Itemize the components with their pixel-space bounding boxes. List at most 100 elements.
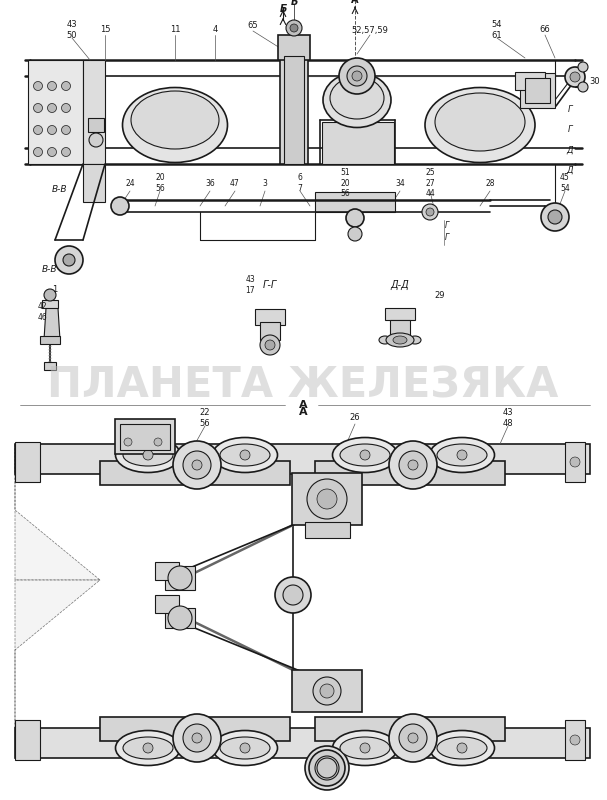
Bar: [115, 419, 175, 454]
Text: 29: 29: [435, 290, 446, 299]
Bar: [520, 73, 555, 108]
Circle shape: [305, 746, 349, 790]
Bar: [315, 717, 505, 741]
Bar: [15, 442, 40, 482]
Circle shape: [111, 197, 129, 215]
Circle shape: [457, 743, 467, 753]
Bar: [292, 670, 362, 712]
Circle shape: [347, 66, 367, 86]
Ellipse shape: [333, 438, 398, 473]
Text: Б: Б: [279, 4, 287, 14]
Bar: [44, 362, 56, 370]
Polygon shape: [15, 580, 100, 728]
Circle shape: [240, 743, 250, 753]
Ellipse shape: [220, 737, 270, 759]
Circle shape: [61, 147, 70, 157]
Bar: [315, 192, 395, 212]
Circle shape: [124, 438, 132, 446]
Circle shape: [173, 441, 221, 489]
Text: 28: 28: [485, 178, 495, 187]
Ellipse shape: [386, 333, 414, 347]
Ellipse shape: [220, 444, 270, 466]
Circle shape: [313, 677, 341, 705]
Text: Д: Д: [567, 146, 573, 154]
Text: Г-Г: Г-Г: [263, 280, 277, 290]
Bar: [515, 72, 545, 90]
Circle shape: [309, 750, 345, 786]
Text: Б: Б: [290, 0, 297, 7]
Text: 1: 1: [52, 286, 58, 294]
Text: 66: 66: [540, 26, 551, 34]
Bar: [284, 56, 304, 164]
Text: 24: 24: [125, 178, 135, 187]
Circle shape: [61, 103, 70, 113]
Circle shape: [89, 133, 103, 147]
Ellipse shape: [379, 336, 391, 344]
Circle shape: [168, 606, 192, 630]
Text: 43
17: 43 17: [245, 275, 255, 294]
Text: 6
7: 6 7: [297, 174, 302, 193]
Circle shape: [457, 450, 467, 460]
Circle shape: [339, 58, 375, 94]
Circle shape: [352, 71, 362, 81]
Circle shape: [548, 210, 562, 224]
Ellipse shape: [340, 737, 390, 759]
Bar: [165, 608, 195, 628]
Text: 3: 3: [263, 178, 268, 187]
Text: 47: 47: [230, 178, 240, 187]
Text: 26: 26: [350, 414, 361, 422]
Circle shape: [55, 246, 83, 274]
Ellipse shape: [437, 444, 487, 466]
Bar: [15, 720, 40, 760]
Circle shape: [320, 684, 334, 698]
Text: 51
20
56: 51 20 56: [340, 168, 350, 198]
Bar: [155, 595, 179, 613]
Circle shape: [61, 82, 70, 90]
Circle shape: [183, 724, 211, 752]
Text: 52,57,59: 52,57,59: [351, 26, 388, 34]
Bar: [315, 461, 505, 485]
Bar: [525, 78, 550, 103]
Circle shape: [317, 758, 337, 778]
Bar: [100, 717, 290, 741]
Circle shape: [422, 204, 438, 220]
Text: Г: Г: [445, 234, 449, 242]
Text: Д-Д: Д-Д: [391, 280, 409, 290]
Circle shape: [426, 208, 434, 216]
Circle shape: [307, 479, 347, 519]
Text: 36: 36: [205, 178, 215, 187]
Ellipse shape: [425, 87, 535, 162]
Circle shape: [44, 289, 56, 301]
Bar: [260, 322, 280, 340]
Circle shape: [173, 714, 221, 762]
Circle shape: [408, 733, 418, 743]
Bar: [278, 35, 310, 60]
Bar: [565, 720, 585, 760]
Circle shape: [265, 340, 275, 350]
Circle shape: [348, 227, 362, 241]
Circle shape: [541, 203, 569, 231]
Ellipse shape: [437, 737, 487, 759]
Bar: [565, 442, 585, 482]
Bar: [83, 164, 105, 202]
Ellipse shape: [435, 93, 525, 151]
Bar: [165, 566, 195, 590]
Ellipse shape: [340, 444, 390, 466]
Text: А: А: [351, 0, 359, 5]
Text: 20
56: 20 56: [155, 174, 165, 193]
Text: В-В: В-В: [42, 266, 58, 274]
Circle shape: [33, 103, 42, 113]
Circle shape: [290, 24, 298, 32]
Circle shape: [286, 20, 302, 36]
Circle shape: [33, 147, 42, 157]
Text: 15: 15: [100, 26, 110, 34]
Bar: [385, 308, 415, 320]
Circle shape: [47, 126, 56, 134]
Bar: [120, 424, 170, 450]
Bar: [42, 300, 58, 308]
Ellipse shape: [430, 730, 495, 766]
Ellipse shape: [333, 730, 398, 766]
Circle shape: [565, 67, 585, 87]
Bar: [83, 60, 105, 164]
Circle shape: [346, 209, 364, 227]
